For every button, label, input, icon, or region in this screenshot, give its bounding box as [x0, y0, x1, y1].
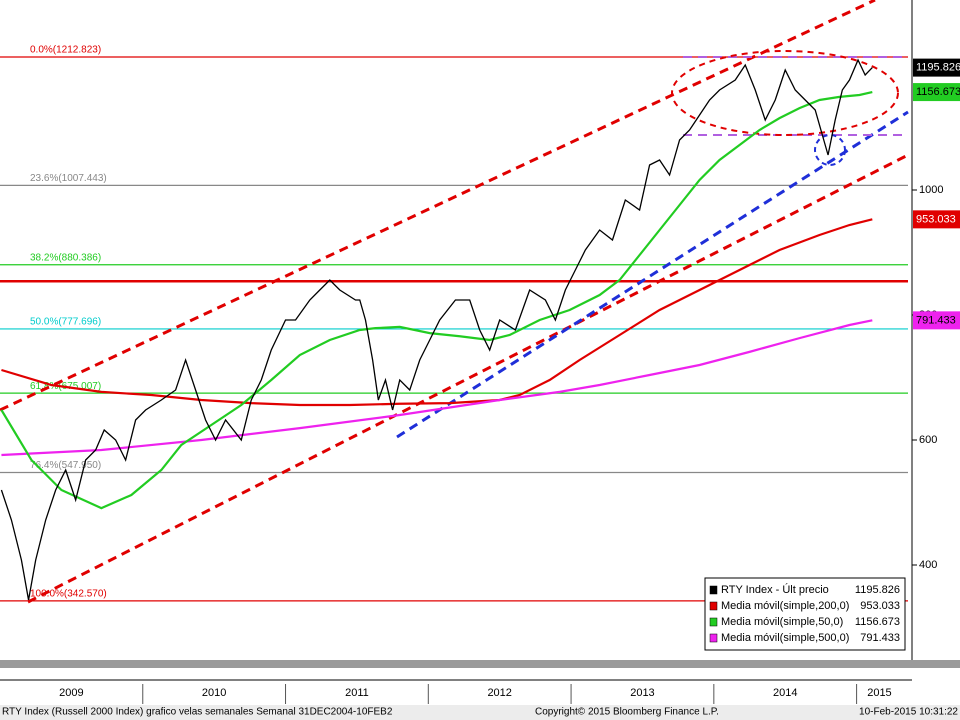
channel-upper — [0, 0, 876, 412]
legend-label: Media móvil(simple,200,0) — [721, 600, 849, 612]
y-tick-label: 600 — [919, 434, 937, 446]
axis-band — [0, 660, 960, 668]
x-tick-label: 2015 — [867, 687, 891, 699]
x-tick-label: 2013 — [630, 687, 654, 699]
value-tag: 1156.673 — [916, 86, 960, 98]
x-tick-label: 2009 — [59, 687, 83, 699]
series-line — [0, 91, 873, 510]
legend-swatch — [709, 585, 718, 595]
x-tick-label: 2014 — [773, 687, 797, 699]
level-label: 50.0%(777.696) — [30, 317, 101, 328]
footnote: RTY Index (Russell 2000 Index) grafico v… — [2, 707, 393, 718]
trend-support — [396, 110, 909, 439]
level-label: 38.2%(880.386) — [30, 252, 101, 263]
legend-swatch — [709, 617, 718, 627]
value-tag: 953.033 — [916, 213, 956, 225]
legend-swatch — [709, 601, 718, 611]
grid-layer: 0.0%(1212.823) 23.6%(1007.443) 38.2%(880.3… — [0, 45, 908, 602]
timestamp: 10-Feb-2015 10:31:22 — [859, 707, 958, 718]
level-label: 76.4%(547.950) — [30, 460, 101, 471]
legend-swatch — [709, 633, 718, 643]
legend-label: Media móvil(simple,50,0) — [721, 616, 843, 628]
legend-value: 791.433 — [860, 632, 900, 644]
value-tag: 1195.826 — [916, 62, 960, 74]
dip-circle — [814, 134, 846, 166]
x-tick-label: 2012 — [487, 687, 511, 699]
level-label: 23.6%(1007.443) — [30, 173, 107, 184]
y-tick-label: 1000 — [919, 184, 943, 196]
legend-label: RTY Index - Últ precio — [721, 583, 829, 596]
x-tick-label: 2011 — [345, 687, 369, 699]
y-tick-label: 400 — [919, 559, 937, 571]
legend-label: Media móvil(simple,500,0) — [721, 632, 849, 644]
value-tag: 791.433 — [916, 314, 956, 326]
level-label: 100.0%(342.570) — [30, 589, 107, 600]
series-line — [1, 218, 873, 407]
annotations — [0, 0, 909, 604]
series-layer — [0, 58, 873, 601]
legend: RTY Index - Últ precio 1195.826 Media móvi… — [709, 583, 900, 644]
axis-layer: 4006008001000200920102011201220132014201… — [59, 58, 960, 704]
value-tag-bg — [913, 311, 960, 330]
series-line — [1, 319, 873, 457]
level-label: 0.0%(1212.823) — [30, 45, 101, 56]
footer-band — [0, 705, 960, 720]
range-ellipse — [671, 50, 899, 136]
x-tick-label: 2010 — [202, 687, 226, 699]
copyright: Copyright© 2015 Bloomberg Finance L.P. — [535, 707, 719, 718]
series-line — [0, 58, 873, 601]
legend-value: 1195.826 — [855, 584, 900, 596]
value-tag-bg — [913, 210, 960, 229]
legend-box — [704, 577, 906, 651]
legend-value: 953.033 — [860, 600, 900, 612]
legend-value: 1156.673 — [855, 616, 900, 628]
value-tag-bg — [913, 83, 960, 102]
value-tag-bg — [913, 58, 960, 77]
